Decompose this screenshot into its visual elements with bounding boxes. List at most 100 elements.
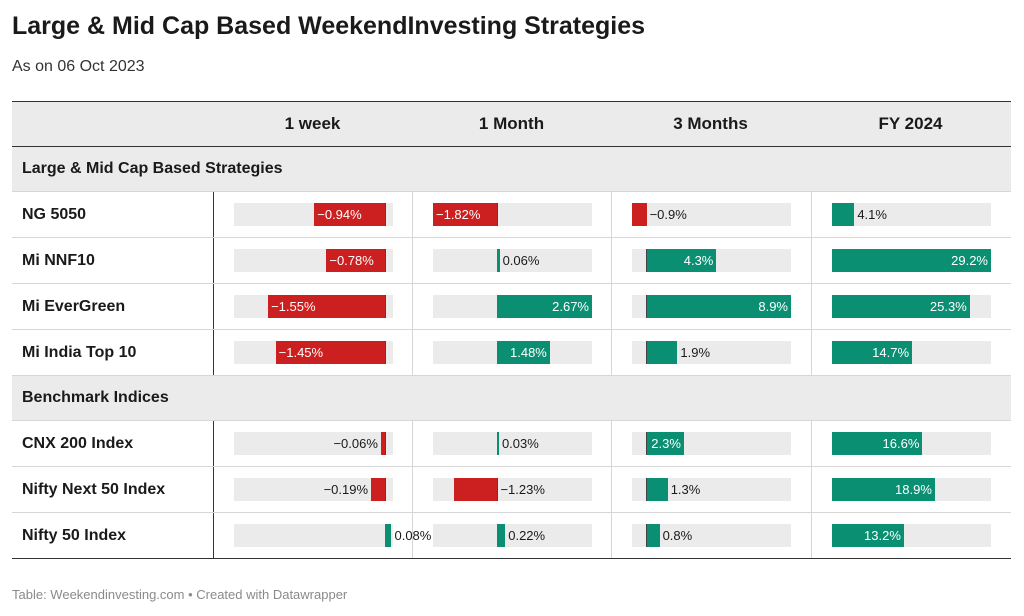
column-header: 1 week xyxy=(284,114,341,133)
value-bar xyxy=(646,249,717,272)
zero-line xyxy=(384,478,386,501)
value-bar xyxy=(632,203,647,226)
value-bar xyxy=(832,478,935,501)
value-label: −0.78% xyxy=(329,253,374,268)
zero-line xyxy=(384,203,386,226)
value-label: 4.1% xyxy=(857,207,887,222)
value-cell: 14.7% xyxy=(811,330,1011,375)
value-cell: −0.06% xyxy=(213,421,413,466)
value-cell: −1.82% xyxy=(412,192,612,237)
zero-line xyxy=(384,341,386,364)
value-label: −1.23% xyxy=(500,482,545,497)
value-cell: 4.1% xyxy=(811,192,1011,237)
row-label: Mi NNF10 xyxy=(22,252,95,269)
value-label: 4.3% xyxy=(683,253,714,268)
bar-track: −0.9% xyxy=(632,203,791,226)
bar-track: 0.08% xyxy=(234,524,431,547)
source-footer: Table: Weekendinvesting.com • Created wi… xyxy=(12,587,348,602)
value-label: 8.9% xyxy=(758,299,788,314)
table-row: Mi NNF10 −0.78% 0.06% 4.3% 29.2% xyxy=(12,238,1011,284)
bar-track: −1.55% xyxy=(234,295,393,318)
value-cell: −0.94% xyxy=(213,192,413,237)
value-bar xyxy=(385,524,392,547)
value-label: 29.2% xyxy=(951,253,988,268)
value-bar xyxy=(832,203,855,226)
bar-track: −1.45% xyxy=(234,341,393,364)
value-cell: −1.45% xyxy=(213,330,413,375)
value-label: 14.7% xyxy=(872,345,910,360)
value-bar xyxy=(497,524,506,547)
zero-line xyxy=(496,203,498,226)
value-bar xyxy=(497,249,500,272)
bar-track: 0.03% xyxy=(433,432,592,455)
bar-track: 1.3% xyxy=(632,478,791,501)
value-label: −1.55% xyxy=(271,299,316,314)
bar-track: 4.1% xyxy=(832,203,991,226)
row-label: Mi EverGreen xyxy=(22,298,126,315)
value-cell: 2.67% xyxy=(412,284,612,329)
value-cell: 2.3% xyxy=(611,421,811,466)
value-cell: −0.9% xyxy=(611,192,811,237)
value-cell: 13.2% xyxy=(811,513,1011,558)
bar-track: 0.8% xyxy=(632,524,791,547)
row-label: CNX 200 Index xyxy=(22,435,134,452)
chart-subtitle: As on 06 Oct 2023 xyxy=(12,58,145,75)
bar-track: 14.7% xyxy=(832,341,991,364)
value-bar xyxy=(371,478,386,501)
column-header: 1 Month xyxy=(478,114,545,133)
value-cell: −1.55% xyxy=(213,284,413,329)
value-label: −1.82% xyxy=(436,207,481,222)
value-label: 25.3% xyxy=(929,299,967,314)
table-row: Mi India Top 10 −1.45% 1.48% 1.9% 14.7% xyxy=(12,330,1011,376)
bar-track: −1.23% xyxy=(433,478,592,501)
bar-track: −1.82% xyxy=(433,203,592,226)
value-bar xyxy=(433,203,498,226)
table-row: NG 5050 −0.94% −1.82% −0.9% 4.1% xyxy=(12,192,1011,238)
zero-line xyxy=(496,478,498,501)
value-bar xyxy=(268,295,386,318)
bar-track: 0.22% xyxy=(433,524,592,547)
bar-track: 2.67% xyxy=(433,295,592,318)
bar-track: −0.78% xyxy=(234,249,393,272)
value-cell: 1.9% xyxy=(611,330,811,375)
bar-track: 4.3% xyxy=(632,249,791,272)
value-cell: 1.3% xyxy=(611,467,811,512)
bar-track: 25.3% xyxy=(832,295,991,318)
value-cell: −1.23% xyxy=(412,467,612,512)
value-label: −1.45% xyxy=(278,345,324,360)
value-cell: 18.9% xyxy=(811,467,1011,512)
header-row: 1 week 1 Month 3 Months FY 2024 xyxy=(12,101,1011,147)
column-header: FY 2024 xyxy=(878,114,943,133)
row-label: Mi India Top 10 xyxy=(22,344,137,361)
value-label: −0.06% xyxy=(333,436,378,451)
value-cell: 0.8% xyxy=(611,513,811,558)
value-label: 16.6% xyxy=(882,436,920,451)
value-bar xyxy=(832,295,970,318)
bar-track: −0.06% xyxy=(234,432,393,455)
zero-line xyxy=(384,249,386,272)
group-header-row: Benchmark Indices xyxy=(12,376,1011,421)
value-bar xyxy=(646,432,684,455)
value-label: 2.67% xyxy=(552,299,589,314)
zero-line xyxy=(384,295,386,318)
value-bar xyxy=(832,249,991,272)
bar-track: −0.94% xyxy=(234,203,393,226)
column-header: 3 Months xyxy=(673,114,748,133)
value-cell: 0.06% xyxy=(412,238,612,283)
value-label: 1.9% xyxy=(680,345,711,360)
bar-track: 1.9% xyxy=(632,341,791,364)
value-label: 0.06% xyxy=(502,253,540,268)
value-label: 0.03% xyxy=(501,436,539,451)
table-row: Nifty Next 50 Index −0.19% −1.23% 1.3% 18.9% xyxy=(12,467,1011,513)
bar-track: −0.19% xyxy=(234,478,393,501)
row-label: NG 5050 xyxy=(22,206,87,223)
row-label: Nifty Next 50 Index xyxy=(22,481,166,498)
bar-track: 2.3% xyxy=(632,432,791,455)
bar-track: 18.9% xyxy=(832,478,991,501)
value-cell: 0.22% xyxy=(412,513,612,558)
value-bar xyxy=(453,478,498,501)
value-bar xyxy=(275,341,386,364)
value-label: −0.19% xyxy=(323,482,369,497)
value-cell: 4.3% xyxy=(611,238,811,283)
bar-track: 13.2% xyxy=(832,524,991,547)
